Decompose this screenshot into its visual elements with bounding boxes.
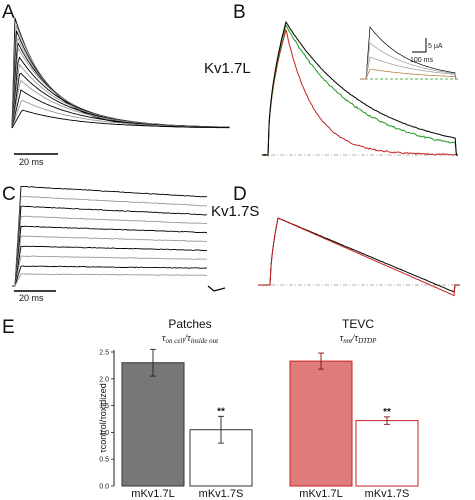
panel-b-inset-traces	[360, 26, 458, 80]
panel-b-label: B	[233, 2, 246, 23]
panel-c-tail-current	[207, 285, 226, 292]
panel-d-construct: Kv1.7S	[211, 203, 259, 220]
panel-a-trace	[11, 56, 230, 129]
y-tick-label: 2.5	[99, 350, 109, 357]
panel-d-traces	[257, 217, 460, 297]
panel-b-inset-scale-y: 5 µA	[428, 43, 443, 50]
panel-a-scale-label: 20 ms	[19, 157, 44, 167]
panel-c-traces	[11, 185, 226, 292]
panel-c-trace	[11, 255, 208, 287]
group-2-title: TEVC	[342, 317, 374, 331]
panel-c-trace	[12, 215, 208, 287]
panel-c-scale-label: 20 ms	[19, 293, 44, 303]
panel-c-trace	[11, 185, 207, 287]
bar	[355, 420, 419, 487]
panel-a-trace	[11, 63, 230, 129]
panel-c-trace	[11, 205, 208, 287]
panel-b-trace	[261, 20, 458, 156]
significance-label: **	[383, 407, 391, 418]
panel-b-inset-trace	[360, 26, 458, 80]
category-label: mKv1.7S	[365, 488, 410, 500]
group-2-sub-b: DTDP	[357, 337, 377, 345]
panel-d-trace	[257, 217, 460, 297]
panel-a-label: A	[2, 2, 15, 23]
panel-b-inset-frame	[357, 21, 460, 81]
panel-b-trace	[261, 24, 458, 157]
panel-c-trace	[11, 265, 208, 287]
y-axis-label: τcontrol/τoxidized	[98, 383, 108, 453]
group-1-sub-main: τ	[162, 333, 166, 344]
panel-b-inset-trace	[360, 68, 458, 80]
group-2-sub-mid: /τ	[351, 333, 359, 344]
panel-e-label: E	[2, 317, 15, 338]
panel-c-trace	[11, 195, 208, 287]
y-tick-label: 0.5	[99, 457, 109, 464]
y-tick-label: 1.5	[99, 403, 109, 410]
panel-a-trace	[11, 25, 230, 129]
panel-a-traces	[11, 17, 230, 129]
panel-a-trace	[11, 79, 230, 129]
group-1-subtitle: τon cell/τinside out	[162, 333, 219, 345]
panel-a-trace	[11, 17, 230, 129]
y-tick-label: 0.0	[99, 484, 109, 491]
panel-c-trace	[11, 225, 208, 287]
panel-b-inset-trace	[360, 42, 458, 80]
panel-b-inset-trace	[360, 56, 458, 80]
category-label: mKv1.7L	[131, 488, 174, 500]
group-2-sub-main: τ	[340, 333, 344, 344]
panel-a-trace	[11, 109, 230, 129]
panel-d-trace	[257, 217, 460, 293]
panel-a-trace	[11, 99, 230, 129]
category-label: mKv1.7S	[199, 488, 244, 500]
bar-chart: 0.0 0.5 1.0 1.5 2.0 2.5 mKv1.7L ** mKv1.7S mKv1.7…	[99, 348, 419, 500]
group-2-subtitle: τnm/τDTDP	[340, 333, 378, 345]
panel-c-trace	[11, 235, 208, 287]
panel-d-label: D	[233, 184, 247, 205]
panel-b-construct: Kv1.7L	[204, 60, 251, 77]
group-1-sub-mid: /τ	[183, 333, 191, 344]
panel-c-trace	[11, 273, 208, 287]
panel-c-label: C	[2, 184, 16, 205]
panel-b-inset-scale-x: 100 ms	[410, 57, 433, 64]
group-2-sub-a: nm	[343, 337, 352, 345]
group-1-sub-b: inside out	[191, 337, 219, 345]
group-1-title: Patches	[168, 317, 211, 331]
panel-c-trace	[12, 245, 207, 287]
y-tick-label: 2.0	[99, 376, 109, 383]
category-label: mKv1.7L	[299, 488, 342, 500]
significance-label: **	[217, 406, 225, 417]
panel-b-traces	[261, 20, 458, 157]
group-1-sub-a: on cell	[165, 337, 184, 345]
bar	[121, 362, 185, 487]
y-tick-label: 1.0	[99, 430, 109, 437]
bar	[289, 360, 353, 487]
panel-b-trace	[261, 29, 458, 156]
panel-b-inset: 5 µA 100 ms	[357, 21, 460, 81]
